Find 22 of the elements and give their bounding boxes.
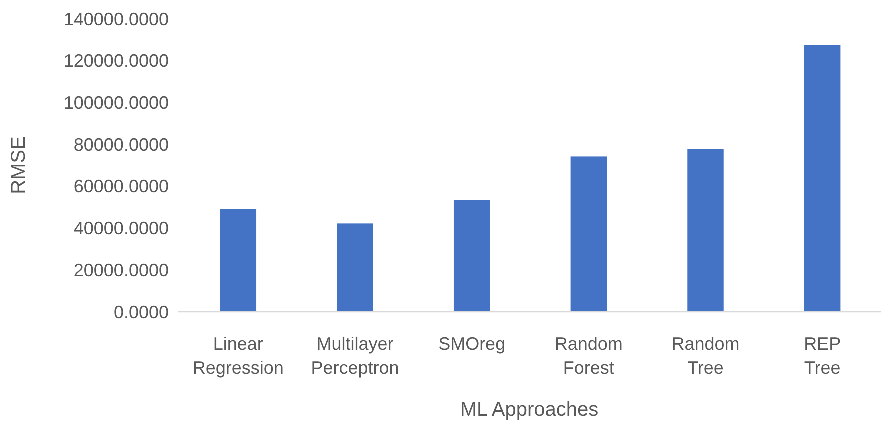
y-tick-label: 120000.0000 (64, 51, 169, 72)
x-tick-label: REP Tree (804, 334, 842, 378)
x-axis-title: ML Approaches (460, 399, 599, 421)
x-tick-label: Random Forest (554, 334, 623, 378)
y-axis-title: RMSE (8, 136, 30, 194)
bar (688, 149, 724, 312)
bar (570, 156, 608, 312)
y-tick-label: 140000.0000 (64, 9, 169, 30)
bar (220, 209, 257, 312)
y-tick-label: 100000.0000 (64, 93, 169, 114)
bar (454, 200, 490, 312)
x-tick-label: Random Tree (672, 334, 740, 378)
y-tick-label: 20000.0000 (74, 260, 169, 280)
y-tick-label: 0.0000 (114, 302, 169, 322)
x-tick-label: Linear Regression (192, 334, 284, 378)
bar (804, 45, 841, 312)
y-tick-label: 60000.0000 (74, 176, 169, 197)
y-tick-label: 80000.0000 (74, 134, 169, 155)
y-tick-label: 40000.0000 (74, 218, 169, 239)
x-tick-label: SMOreg (438, 334, 506, 354)
x-tick-label: Multilayer Perceptron (311, 334, 400, 378)
bar (337, 224, 374, 312)
